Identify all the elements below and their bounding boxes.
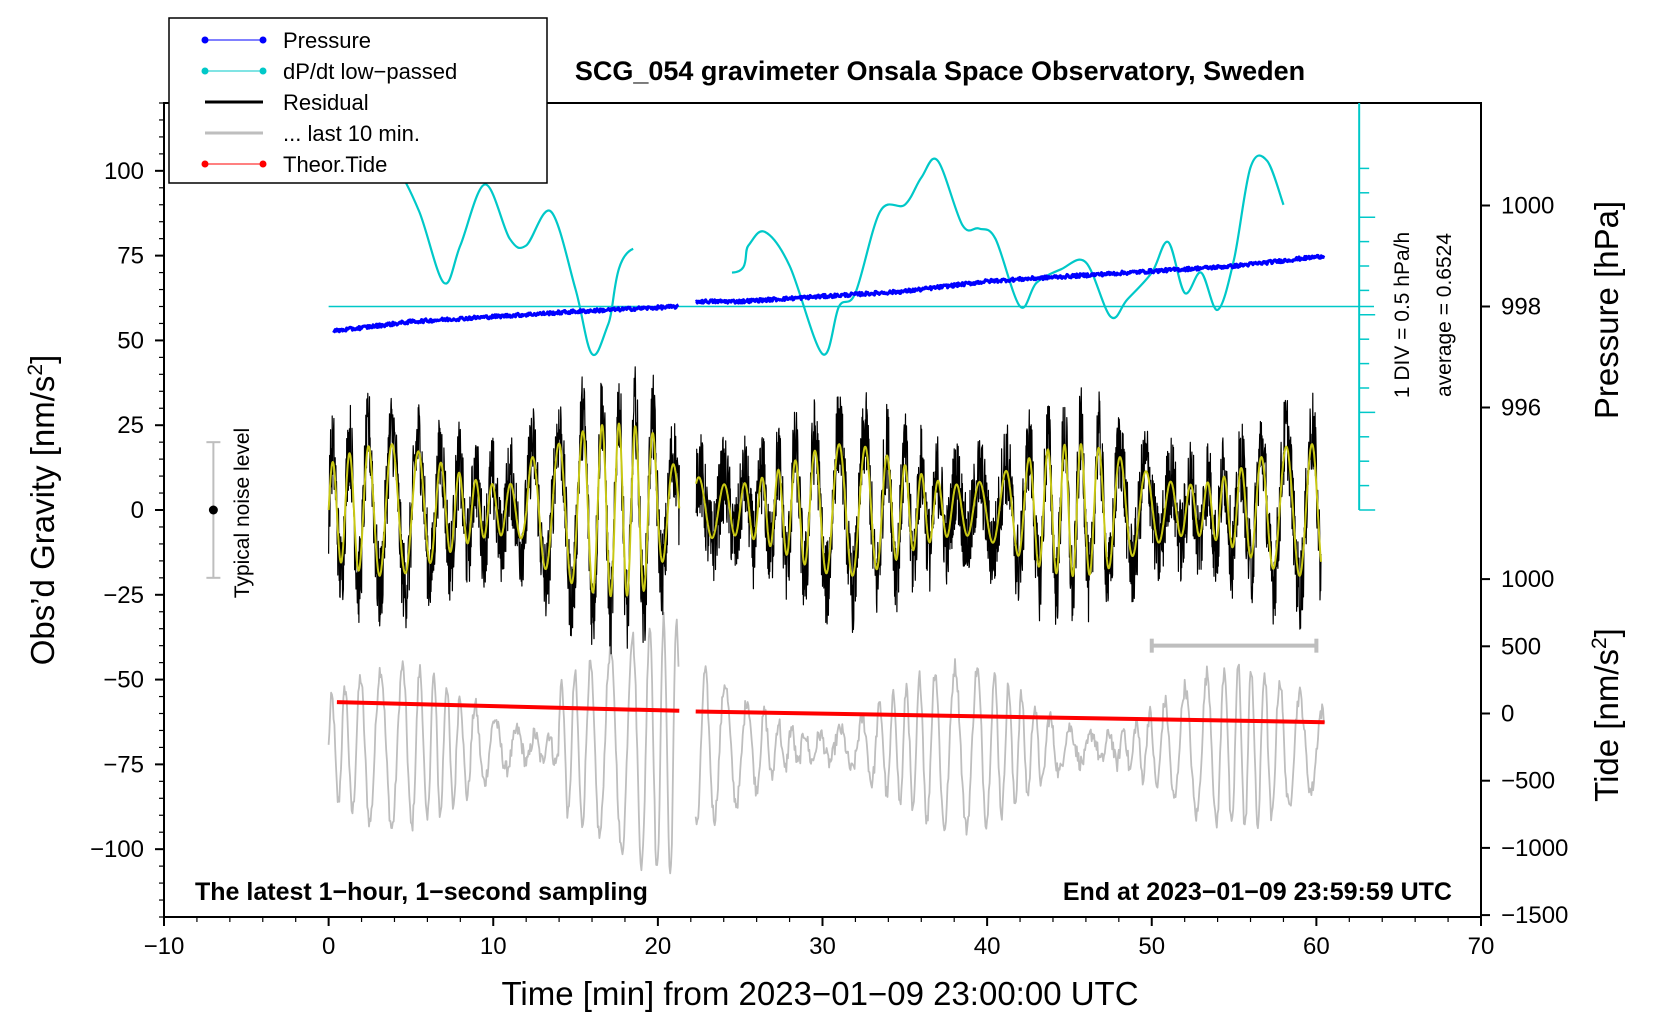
plot-traces [206, 103, 1376, 875]
legend-label: Theor.Tide [283, 152, 387, 177]
y-axis-title-pressure: Pressure [hPa] [1588, 201, 1625, 419]
last-10-min-trace [327, 611, 680, 875]
legend-swatch-marker [259, 160, 267, 168]
residual-smoothed-trace [327, 422, 681, 598]
x-tick-label: 50 [1138, 933, 1165, 960]
pressure-tick-label: 998 [1501, 294, 1541, 321]
x-tick-label: 60 [1303, 933, 1330, 960]
y-axis-title-gravity-sup: 2 [24, 364, 47, 376]
pressure-tick-label: 996 [1501, 395, 1541, 422]
legend-swatch-marker [201, 36, 209, 44]
note-right: End at 2023−01−09 23:59:59 UTC [1063, 878, 1452, 906]
y-tick-label: 50 [117, 327, 144, 354]
x-tick-label: 10 [480, 933, 507, 960]
y-axis-title-tide-close: ] [1588, 628, 1625, 637]
last-10-min-trace [694, 658, 1326, 836]
axis-ticks: −10 0 10 20 30 40 50 60 701007550250−25−50−75−10… [90, 102, 1568, 960]
y-axis-title-gravity-close: ] [24, 355, 61, 364]
legend-swatch-marker [259, 67, 267, 75]
legend: Pressure dP/dt low−passed Residual ... last… [168, 17, 548, 184]
y-axis-title-gravity: Obs’d Gravity [nm/s2] [24, 355, 61, 666]
legend-label: ... last 10 min. [283, 121, 420, 146]
residual-trace [328, 366, 680, 655]
legend-label: Residual [283, 90, 369, 115]
x-tick-label: 70 [1468, 933, 1495, 960]
y-tick-label: −75 [103, 751, 144, 778]
noise-center-dot [208, 505, 218, 515]
y-tick-label: 100 [104, 158, 144, 185]
y-tick-label: 75 [117, 243, 144, 270]
svg-text:Obs’d Gravity [nm/s2]: Obs’d Gravity [nm/s2] [24, 355, 61, 666]
tide-tick-label: −1000 [1501, 835, 1568, 862]
x-tick-label: −10 [144, 933, 185, 960]
noise-label-group: Typical noise level [231, 428, 254, 598]
legend-swatch-marker [201, 160, 209, 168]
y-axis-title-tide: Tide [nm/s2] [1588, 628, 1625, 802]
x-axis-title: Time [min] from 2023−01−09 23:00:00 UTC [501, 975, 1138, 1012]
y-axis-title-pressure-group: Pressure [hPa] [1588, 201, 1625, 419]
y-axis-title-tide-sup: 2 [1588, 637, 1611, 649]
pressure-tick-label: 1000 [1501, 193, 1554, 220]
dpdt-average-label: average = 0.6524 [1433, 233, 1456, 397]
y-tick-label: −100 [90, 836, 144, 863]
x-tick-label: 30 [809, 933, 836, 960]
tide-tick-label: −500 [1501, 768, 1555, 795]
y-tick-label: −25 [103, 582, 144, 609]
noise-label: Typical noise level [231, 428, 254, 598]
tide-tick-label: 500 [1501, 633, 1541, 660]
legend-swatch-marker [201, 67, 209, 75]
y-tick-label: −50 [103, 667, 144, 694]
note-left: The latest 1−hour, 1−second sampling [195, 878, 648, 906]
tide-trace [695, 709, 1325, 725]
y-axis-title-tide-main: Tide [nm/s [1588, 649, 1625, 802]
pressure-trace [694, 253, 1326, 305]
y-tick-label: 25 [117, 412, 144, 439]
chart-title: SCG_054 gravimeter Onsala Space Observat… [575, 56, 1305, 86]
x-tick-label: 0 [322, 933, 335, 960]
pressure-trace [332, 303, 680, 334]
legend-label: Pressure [283, 28, 371, 53]
y-axis-title-gravity-main: Obs’d Gravity [nm/s [24, 376, 61, 666]
tide-tick-label: 1000 [1501, 566, 1554, 593]
legend-label: dP/dt low−passed [283, 59, 457, 84]
dpdt-trace [360, 154, 1285, 357]
dpdt-scale-group: 1 DIV = 0.5 hPa/h [1391, 232, 1414, 398]
svg-text:Tide [nm/s2]: Tide [nm/s2] [1588, 628, 1625, 802]
y-tick-label: 0 [131, 497, 144, 524]
x-tick-label: 20 [645, 933, 672, 960]
tide-tick-label: 0 [1501, 701, 1514, 728]
legend-swatch-marker [259, 36, 267, 44]
dpdt-scale-label: 1 DIV = 0.5 hPa/h [1391, 232, 1414, 398]
residual-smoothed-trace [695, 443, 1322, 578]
x-tick-label: 40 [974, 933, 1001, 960]
tide-tick-label: −1500 [1501, 902, 1568, 929]
tide-trace [336, 700, 680, 713]
dpdt-average-group: average = 0.6524 [1433, 233, 1456, 397]
